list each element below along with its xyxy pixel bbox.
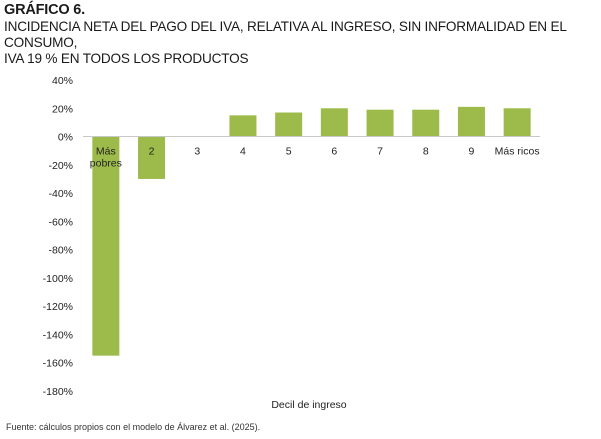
category-label: 4 [240, 146, 246, 158]
bar [92, 136, 120, 356]
figure-title-line-2: IVA 19 % EN TODOS LOS PRODUCTOS [4, 51, 249, 66]
bar [412, 109, 440, 137]
category-label: 5 [286, 146, 292, 158]
y-tick-label: -180% [43, 386, 73, 398]
category-label: 9 [469, 146, 475, 158]
bar [366, 109, 394, 137]
category-label: 6 [331, 146, 337, 158]
y-tick-label: -40% [48, 188, 73, 200]
category-label: 7 [377, 146, 383, 158]
y-tick-label: -160% [43, 358, 73, 370]
y-tick-label: 0% [58, 132, 73, 144]
category-label: 8 [423, 146, 429, 158]
chart-header: GRÁFICO 6. INCIDENCIA NETA DEL PAGO DEL … [4, 2, 600, 67]
y-tick-label: -140% [43, 329, 73, 341]
y-tick-label: 40% [52, 75, 73, 87]
category-label: 3 [194, 146, 200, 158]
figure-title-line-1: INCIDENCIA NETA DEL PAGO DEL IVA, RELATI… [4, 19, 567, 50]
category-label: 2 [149, 146, 155, 158]
bar [503, 108, 531, 137]
bar [229, 115, 257, 137]
category-label: Más [96, 146, 116, 158]
source-footnote: Fuente: cálculos propios con el modelo d… [6, 422, 261, 432]
bar [275, 112, 303, 137]
y-tick-label: -120% [43, 301, 73, 313]
bar [457, 106, 485, 137]
y-tick-label: 20% [52, 103, 73, 115]
x-axis-title: Decil de ingreso [271, 399, 346, 411]
y-tick-label: -100% [43, 273, 73, 285]
y-tick-label: -60% [48, 216, 73, 228]
category-label: pobres [90, 158, 122, 170]
figure-kicker: GRÁFICO 6. [4, 2, 85, 18]
category-label: Más ricos [495, 146, 540, 158]
bar [138, 136, 166, 179]
y-tick-label: -80% [48, 245, 73, 257]
bar [320, 108, 348, 137]
y-tick-label: -20% [48, 160, 73, 172]
